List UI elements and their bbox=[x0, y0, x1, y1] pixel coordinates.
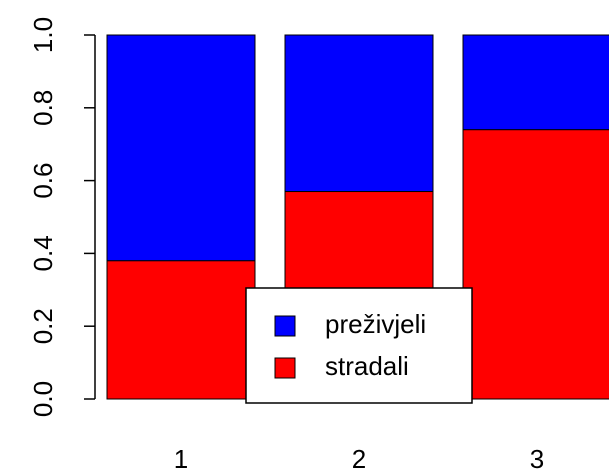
legend-swatch bbox=[274, 357, 296, 379]
legend-box bbox=[245, 287, 473, 404]
legend-swatch bbox=[274, 315, 296, 337]
y-tick-label: 1.0 bbox=[28, 17, 58, 53]
bar-segment bbox=[106, 260, 256, 400]
bar-segment bbox=[462, 34, 609, 131]
y-tick-label: 0.4 bbox=[28, 235, 58, 271]
y-tick-label: 0.2 bbox=[28, 308, 58, 344]
bar-segment bbox=[106, 34, 256, 262]
legend-label: stradali bbox=[325, 351, 409, 381]
x-tick-label: 1 bbox=[174, 444, 188, 472]
y-tick-label: 0.8 bbox=[28, 90, 58, 126]
bar-segment bbox=[462, 129, 609, 400]
y-tick-label: 0.0 bbox=[28, 381, 58, 417]
x-tick-label: 3 bbox=[530, 444, 544, 472]
legend-label: preživjeli bbox=[325, 309, 426, 339]
bar-segment bbox=[284, 34, 434, 193]
x-tick-label: 2 bbox=[352, 444, 366, 472]
y-tick-label: 0.6 bbox=[28, 163, 58, 199]
